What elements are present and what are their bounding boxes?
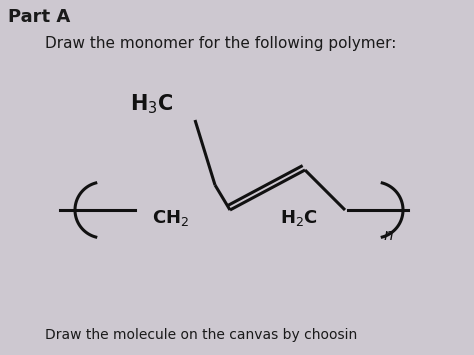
Text: Part A: Part A xyxy=(8,8,70,26)
Text: CH$_2$: CH$_2$ xyxy=(152,208,189,228)
Text: Draw the monomer for the following polymer:: Draw the monomer for the following polym… xyxy=(45,36,396,51)
Text: H$_2$C: H$_2$C xyxy=(280,208,318,228)
Text: Draw the molecule on the canvas by choosin: Draw the molecule on the canvas by choos… xyxy=(45,328,357,342)
Text: n: n xyxy=(383,228,392,243)
Text: H$_3$C: H$_3$C xyxy=(130,92,173,116)
